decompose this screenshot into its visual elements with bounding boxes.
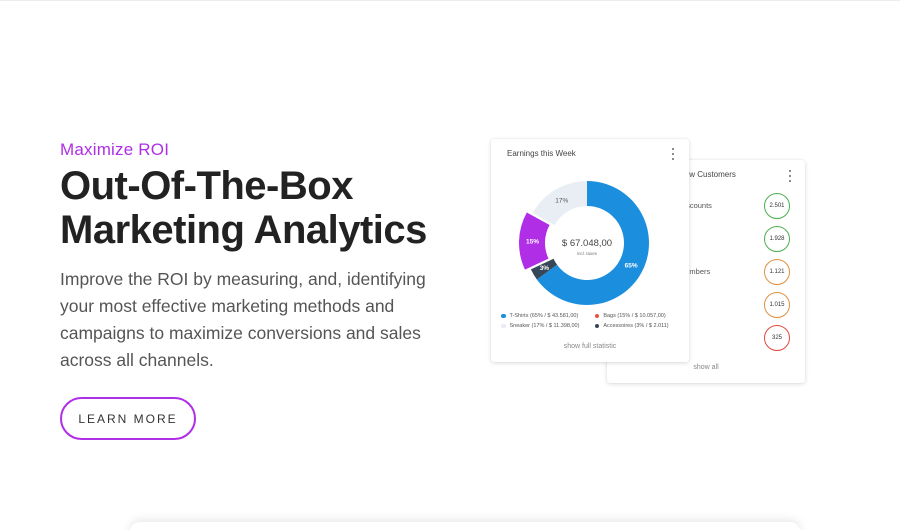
donut-center-note: incl. taxes: [577, 251, 598, 256]
learn-more-button[interactable]: LEARN MORE: [60, 397, 196, 440]
customer-row: 325: [607, 325, 805, 351]
new-customers-title: New Customers: [679, 170, 736, 179]
donut-slice-accessoires[interactable]: [530, 258, 558, 280]
earnings-card: Earnings this Week 65% 3% 15% 17% $ 67.048,…: [491, 139, 689, 362]
customer-count-badge: 2.501: [764, 193, 790, 219]
next-section-edge: [130, 522, 800, 530]
hero-eyebrow: Maximize ROI: [60, 140, 170, 159]
legend-dot: [594, 323, 600, 329]
headline-line-2: Marketing Analytics: [60, 208, 427, 252]
customer-row: 1.928: [607, 226, 805, 252]
donut-slice-bags[interactable]: [519, 212, 550, 270]
legend-label: Sneaker (17% / $ 11.398,00): [509, 323, 580, 329]
kebab-menu-icon[interactable]: [788, 170, 792, 182]
customer-count-badge: 325: [764, 325, 790, 351]
legend-item: T-Shirts (65% / $ 43.581,00): [501, 311, 595, 321]
kebab-menu-icon[interactable]: [671, 148, 675, 160]
legend-dot: [501, 313, 506, 319]
slice-value-label: 17%: [555, 197, 568, 204]
customer-count-badge: 1.121: [764, 259, 790, 285]
hero-headline: Out-Of-The-Box Marketing Analytics: [60, 164, 460, 252]
legend-item: Bags (15% / $ 10.057,00): [594, 311, 681, 321]
slice-value-label: 3%: [540, 265, 550, 272]
earnings-donut-chart: 65% 3% 15% 17% $ 67.048,00 incl. taxes: [519, 181, 649, 305]
legend-item: Accessoires (3% / $ 2.011): [594, 321, 681, 331]
legend-label: T-Shirts (65% / $ 43.581,00): [509, 313, 579, 319]
headline-line-1: Out-Of-The-Box: [60, 164, 353, 208]
show-all-link[interactable]: show all: [693, 364, 719, 371]
donut-center-total: $ 67.048,00: [562, 238, 612, 249]
legend-item: Sneaker (17% / $ 11.398,00): [501, 321, 595, 331]
customer-row: Members 1.121: [607, 259, 805, 285]
legend-label: Bags (15% / $ 10.057,00): [603, 313, 666, 319]
customer-count-badge: 1.928: [764, 226, 790, 252]
customer-row-label: Discounts: [679, 201, 712, 210]
top-divider: [0, 0, 900, 1]
donut-slice-sneaker[interactable]: [532, 181, 587, 226]
donut-slice-t-shirts[interactable]: [536, 181, 649, 305]
customer-count-badge: 1.015: [764, 292, 790, 318]
chart-legend: T-Shirts (65% / $ 43.581,00) Bags (15% /…: [501, 311, 681, 331]
hero-description: Improve the ROI by measuring, and, ident…: [60, 269, 426, 370]
legend-dot: [594, 313, 600, 319]
customer-row: 1.015: [607, 292, 805, 318]
hero-section: Maximize ROI Out-Of-The-Box Marketing An…: [60, 140, 460, 374]
customer-row: Discounts 2.501: [607, 193, 805, 219]
legend-label: Accessoires (3% / $ 2.011): [603, 323, 669, 329]
slice-value-label: 15%: [526, 238, 539, 245]
legend-dot: [501, 323, 506, 329]
earnings-title: Earnings this Week: [507, 149, 576, 158]
customer-row-label: Members: [679, 267, 711, 276]
show-full-statistic-link[interactable]: show full statistic: [563, 343, 617, 350]
slice-value-label: 65%: [625, 262, 638, 269]
